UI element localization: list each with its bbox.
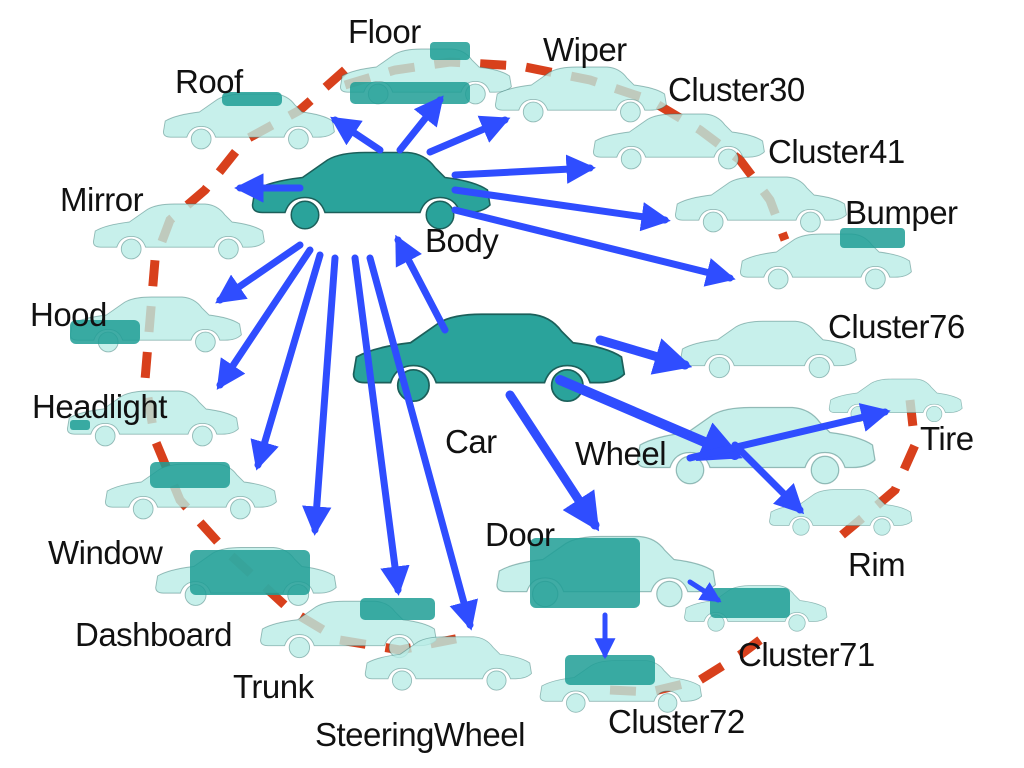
label-window: Window xyxy=(48,534,163,571)
arrow-body-to-wiper xyxy=(426,115,511,156)
highlight-roof xyxy=(222,92,282,106)
arrow-body-to-steeringwheel xyxy=(366,254,478,631)
highlight-door xyxy=(530,538,640,608)
arrow-car-to-cluster76 xyxy=(595,335,693,375)
label-hood: Hood xyxy=(30,296,107,333)
label-mirror: Mirror xyxy=(60,181,144,218)
highlight-bumper xyxy=(840,228,905,248)
label-cluster76: Cluster76 xyxy=(828,308,965,345)
car-wiper xyxy=(494,66,667,123)
arrow-car-to-wheel xyxy=(555,375,743,462)
highlight-dashboard xyxy=(190,550,310,595)
arrow-body-to-cluster41 xyxy=(451,186,671,232)
label-body: Body xyxy=(425,222,499,259)
hierarchy-arrows xyxy=(215,95,891,660)
label-steeringwheel: SteeringWheel xyxy=(315,716,525,753)
highlight-floor xyxy=(350,82,470,104)
arrow-body-to-floor xyxy=(396,95,444,154)
arrow-body-to-dashboard xyxy=(302,254,339,536)
dashed-chain-bottom xyxy=(609,636,763,697)
label-headlight: Headlight xyxy=(32,388,167,425)
arrow-body-to-hood xyxy=(215,241,304,304)
highlight-headlight xyxy=(70,420,90,430)
arrow-body-to-headlight xyxy=(216,246,314,390)
label-car: Car xyxy=(445,423,497,460)
arrow-body-to-bumper xyxy=(451,206,736,287)
highlight-window xyxy=(150,462,230,488)
label-trunk: Trunk xyxy=(233,668,314,705)
label-dashboard: Dashboard xyxy=(75,616,232,653)
label-door: Door xyxy=(485,516,555,553)
label-wheel: Wheel xyxy=(575,435,667,472)
car-tire xyxy=(828,378,963,423)
label-floor: Floor xyxy=(348,13,421,50)
label-cluster71: Cluster71 xyxy=(738,636,875,673)
highlight-trunk xyxy=(360,598,435,620)
highlight-hood xyxy=(70,320,140,344)
label-wiper: Wiper xyxy=(543,31,627,68)
dashed-chain-right xyxy=(827,399,920,549)
arrow-body-to-trunk xyxy=(351,254,410,596)
label-rim: Rim xyxy=(848,546,906,583)
arrow-body-to-roof xyxy=(330,116,384,154)
arrow-car-to-door xyxy=(505,390,600,532)
dashed-chain-left xyxy=(140,66,476,655)
arrow-wheel-to-tire xyxy=(686,403,891,462)
part-highlights xyxy=(70,42,905,685)
label-cluster30: Cluster30 xyxy=(668,71,805,108)
label-roof: Roof xyxy=(175,63,243,100)
arrow-body-to-cluster30 xyxy=(451,154,596,184)
car-cluster41 xyxy=(674,176,847,233)
highlight-cluster71 xyxy=(710,588,790,618)
arrow-wheel-to-rim xyxy=(731,441,805,515)
arrow-body-to-window xyxy=(250,251,324,471)
highlight-floor-top xyxy=(430,42,470,60)
label-tire: Tire xyxy=(920,420,974,457)
arrow-door-to-cluster71 xyxy=(687,579,722,603)
label-cluster72: Cluster72 xyxy=(608,703,745,740)
highlight-cluster72 xyxy=(565,655,655,685)
hub-cars xyxy=(251,151,626,403)
label-cluster41: Cluster41 xyxy=(768,133,905,170)
label-bumper: Bumper xyxy=(845,194,958,231)
arrow-car-to-body xyxy=(394,234,449,334)
